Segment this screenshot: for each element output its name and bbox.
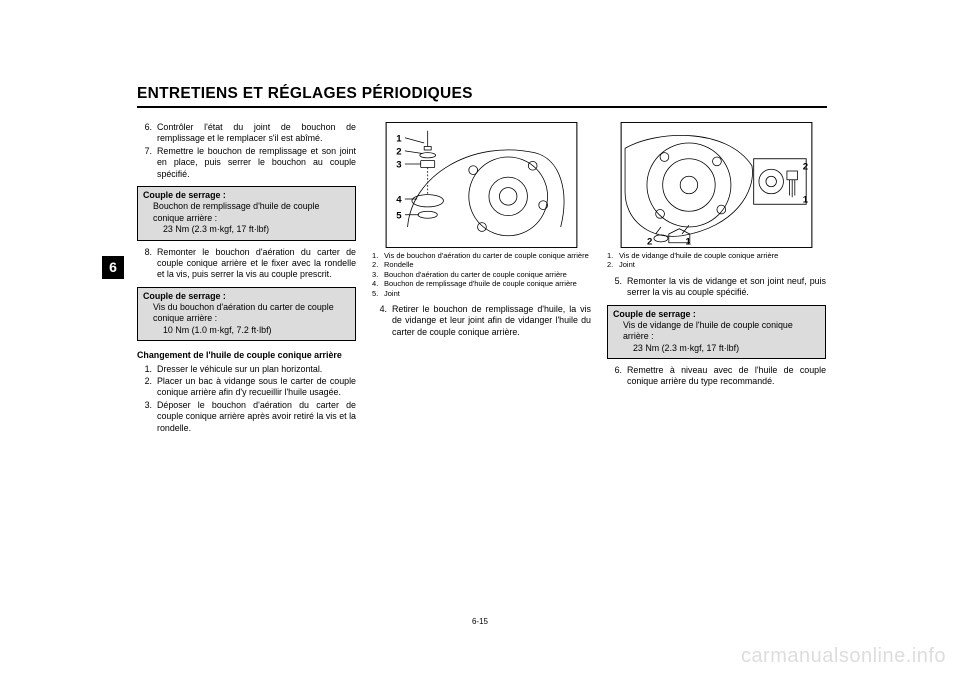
step-number: 1. bbox=[137, 364, 157, 375]
caption-text: Rondelle bbox=[384, 260, 591, 269]
torque-spec-box: Couple de serrage : Vis de vidange de l'… bbox=[607, 305, 826, 360]
caption-num: 4. bbox=[372, 279, 384, 288]
step-number: 8. bbox=[137, 247, 157, 281]
caption-item: 2.Joint bbox=[607, 260, 826, 269]
caption-item: 4.Bouchon de remplissage d'huile de coup… bbox=[372, 279, 591, 288]
figure-caption: 1.Vis de bouchon d'aération du carter de… bbox=[372, 251, 591, 298]
callout-1: 1 bbox=[396, 133, 402, 144]
figure-caption: 1.Vis de vidange d'huile de couple coniq… bbox=[607, 251, 826, 270]
list-item: 6.Contrôler l'état du joint de bouchon d… bbox=[137, 122, 356, 145]
step-number: 7. bbox=[137, 146, 157, 180]
figure-drain-bolt: 2 1 1 2 bbox=[607, 122, 826, 248]
spec-desc: Bouchon de remplissage d'huile de couple… bbox=[143, 201, 350, 224]
caption-text: Joint bbox=[619, 260, 826, 269]
list-item: 3.Déposer le bouchon d'aération du carte… bbox=[137, 400, 356, 434]
page: 6 ENTRETIENS ET RÉGLAGES PÉRIODIQUES 6.C… bbox=[0, 0, 960, 678]
callout-inset-1: 1 bbox=[803, 195, 809, 206]
caption-item: 2.Rondelle bbox=[372, 260, 591, 269]
column-1: 6.Contrôler l'état du joint de bouchon d… bbox=[137, 122, 356, 435]
spec-value: 23 Nm (2.3 m·kgf, 17 ft·lbf) bbox=[613, 343, 820, 354]
caption-text: Bouchon d'aération du carter de couple c… bbox=[384, 270, 591, 279]
callout-inset-2: 2 bbox=[803, 161, 808, 172]
step-number: 5. bbox=[607, 276, 627, 299]
step-number: 6. bbox=[137, 122, 157, 145]
callout-2: 2 bbox=[396, 146, 401, 157]
caption-text: Bouchon de remplissage d'huile de couple… bbox=[384, 279, 591, 288]
torque-spec-box: Couple de serrage : Vis du bouchon d'aér… bbox=[137, 287, 356, 342]
caption-num: 1. bbox=[607, 251, 619, 260]
caption-text: Joint bbox=[384, 289, 591, 298]
content-area: ENTRETIENS ET RÉGLAGES PÉRIODIQUES 6.Con… bbox=[137, 85, 827, 585]
spec-label: Couple de serrage : bbox=[143, 291, 226, 301]
caption-text: Vis de bouchon d'aération du carter de c… bbox=[384, 251, 591, 260]
caption-text: Vis de vidange d'huile de couple conique… bbox=[619, 251, 826, 260]
column-2: 1 2 3 4 5 1.Vis de bouchon d'aération du… bbox=[372, 122, 591, 435]
step-text: Remettre à niveau avec de l'huile de cou… bbox=[627, 365, 826, 388]
page-title: ENTRETIENS ET RÉGLAGES PÉRIODIQUES bbox=[137, 85, 827, 108]
callout-2: 2 bbox=[647, 237, 652, 248]
columns: 6.Contrôler l'état du joint de bouchon d… bbox=[137, 122, 827, 435]
step-number: 4. bbox=[372, 304, 392, 338]
callout-3: 3 bbox=[396, 160, 401, 171]
list-item: 6.Remettre à niveau avec de l'huile de c… bbox=[607, 365, 826, 388]
caption-item: 1.Vis de vidange d'huile de couple coniq… bbox=[607, 251, 826, 260]
callout-4: 4 bbox=[396, 195, 402, 206]
caption-num: 3. bbox=[372, 270, 384, 279]
step-number: 3. bbox=[137, 400, 157, 434]
spec-value: 10 Nm (1.0 m·kgf, 7.2 ft·lbf) bbox=[143, 325, 350, 336]
list-item: 5.Remonter la vis de vidange et son join… bbox=[607, 276, 826, 299]
col1-steps-a: 6.Contrôler l'état du joint de bouchon d… bbox=[137, 122, 356, 180]
step-text: Déposer le bouchon d'aération du carter … bbox=[157, 400, 356, 434]
step-text: Retirer le bouchon de remplissage d'huil… bbox=[392, 304, 591, 338]
col3-steps-a: 5.Remonter la vis de vidange et son join… bbox=[607, 276, 826, 299]
step-text: Dresser le véhicule sur un plan horizont… bbox=[157, 364, 356, 375]
caption-num: 1. bbox=[372, 251, 384, 260]
step-text: Contrôler l'état du joint de bouchon de … bbox=[157, 122, 356, 145]
step-text: Remettre le bouchon de remplissage et so… bbox=[157, 146, 356, 180]
spec-desc: Vis de vidange de l'huile de couple coni… bbox=[613, 320, 820, 343]
page-number: 6-15 bbox=[0, 617, 960, 626]
section-tab: 6 bbox=[102, 256, 124, 279]
step-text: Placer un bac à vidange sous le carter d… bbox=[157, 376, 356, 399]
callout-5: 5 bbox=[396, 210, 402, 221]
spec-desc: Vis du bouchon d'aération du carter de c… bbox=[143, 302, 350, 325]
caption-item: 1.Vis de bouchon d'aération du carter de… bbox=[372, 251, 591, 260]
caption-num: 2. bbox=[607, 260, 619, 269]
spec-label: Couple de serrage : bbox=[143, 190, 226, 200]
caption-item: 5.Joint bbox=[372, 289, 591, 298]
col1-steps-c: 1.Dresser le véhicule sur un plan horizo… bbox=[137, 364, 356, 434]
list-item: 7.Remettre le bouchon de remplissage et … bbox=[137, 146, 356, 180]
col1-steps-b: 8.Remonter le bouchon d'aération du cart… bbox=[137, 247, 356, 281]
col3-steps-b: 6.Remettre à niveau avec de l'huile de c… bbox=[607, 365, 826, 388]
watermark: carmanualsonline.info bbox=[741, 645, 946, 668]
caption-num: 5. bbox=[372, 289, 384, 298]
caption-num: 2. bbox=[372, 260, 384, 269]
torque-spec-box: Couple de serrage : Bouchon de remplissa… bbox=[137, 186, 356, 241]
caption-item: 3.Bouchon d'aération du carter de couple… bbox=[372, 270, 591, 279]
step-number: 6. bbox=[607, 365, 627, 388]
subheading: Changement de l'huile de couple conique … bbox=[137, 350, 356, 361]
spec-label: Couple de serrage : bbox=[613, 309, 696, 319]
step-text: Remonter le bouchon d'aération du carter… bbox=[157, 247, 356, 281]
list-item: 2.Placer un bac à vidange sous le carter… bbox=[137, 376, 356, 399]
spec-value: 23 Nm (2.3 m·kgf, 17 ft·lbf) bbox=[143, 224, 350, 235]
col2-steps: 4.Retirer le bouchon de remplissage d'hu… bbox=[372, 304, 591, 338]
list-item: 1.Dresser le véhicule sur un plan horizo… bbox=[137, 364, 356, 375]
step-number: 2. bbox=[137, 376, 157, 399]
list-item: 8.Remonter le bouchon d'aération du cart… bbox=[137, 247, 356, 281]
callout-1: 1 bbox=[685, 237, 691, 248]
step-text: Remonter la vis de vidange et son joint … bbox=[627, 276, 826, 299]
figure-gear-case: 1 2 3 4 5 bbox=[372, 122, 591, 248]
list-item: 4.Retirer le bouchon de remplissage d'hu… bbox=[372, 304, 591, 338]
column-3: 2 1 1 2 1.Vis de vidange d'huile de coup… bbox=[607, 122, 826, 435]
